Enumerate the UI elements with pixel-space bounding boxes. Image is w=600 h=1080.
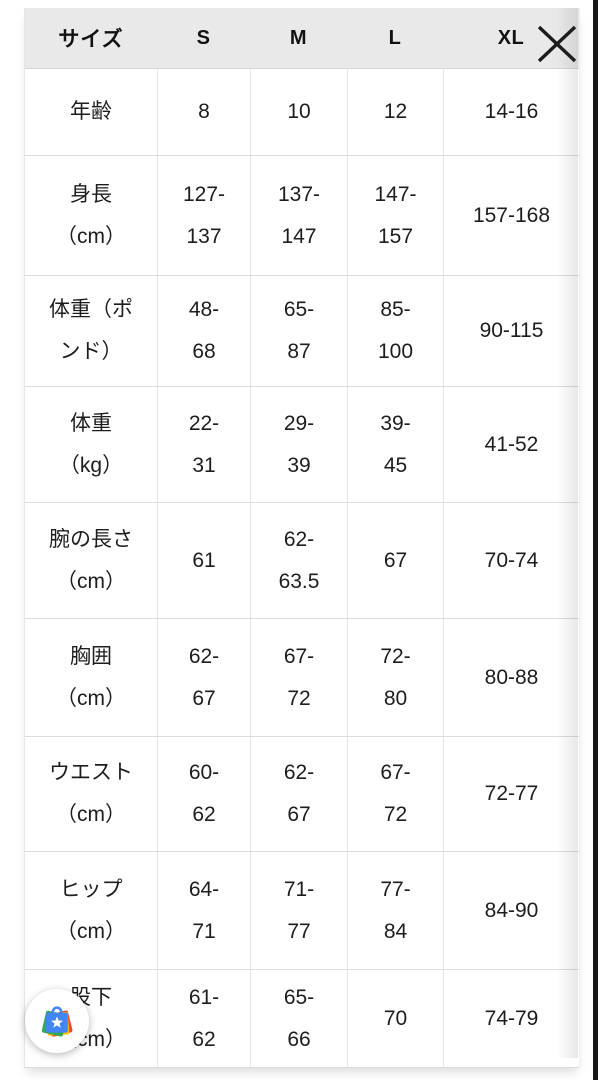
value-cell: 65- 87 bbox=[250, 276, 347, 386]
value-cell: 65- 66 bbox=[250, 970, 347, 1067]
header-cell-m: M bbox=[289, 26, 308, 49]
screen-edge-overlay bbox=[593, 0, 598, 1080]
value-cell: 137- 147 bbox=[250, 156, 347, 275]
value-cell: 62- 63.5 bbox=[250, 503, 347, 618]
table-row: 胸囲 （cm） 62- 67 67- 72 72- 80 80-88 bbox=[25, 619, 579, 737]
value-cell: 41-52 bbox=[443, 387, 579, 502]
value-cell: 70-74 bbox=[443, 503, 579, 618]
header-cell-xl: XL bbox=[497, 26, 525, 49]
value-cell: 90-115 bbox=[443, 276, 579, 386]
row-label: 年齢 bbox=[70, 100, 112, 123]
value-cell: 62- 67 bbox=[157, 619, 250, 736]
value-cell: 62- 67 bbox=[250, 737, 347, 851]
value-cell: 147- 157 bbox=[347, 156, 443, 275]
value-cell: 10 bbox=[250, 69, 347, 155]
bag-star bbox=[51, 1016, 63, 1028]
play-store-bag-icon bbox=[41, 1006, 73, 1037]
value-cell: 84-90 bbox=[443, 852, 579, 969]
value-cell: 157-168 bbox=[443, 156, 579, 275]
value-cell: 77- 84 bbox=[347, 852, 443, 969]
value-cell: 67- 72 bbox=[347, 737, 443, 851]
row-label: 体重（ポ ンド） bbox=[49, 298, 133, 363]
value-cell: 71- 77 bbox=[250, 852, 347, 969]
table-row: ヒップ （cm） 64- 71 71- 77 77- 84 84-90 bbox=[25, 852, 579, 970]
row-label: ウエスト （cm） bbox=[49, 761, 133, 826]
value-cell: 22- 31 bbox=[157, 387, 250, 502]
row-label: 胸囲 （cm） bbox=[56, 644, 126, 710]
table-row: 体重（ポ ンド） 48- 68 65- 87 85- 100 90-115 bbox=[25, 276, 579, 387]
value-cell: 61- 62 bbox=[157, 970, 250, 1067]
table-row: 身長 （cm） 127- 137 137- 147 147- 157 157-168 bbox=[25, 156, 579, 276]
table-row: ウエスト （cm） 60- 62 62- 67 67- 72 72-77 bbox=[25, 737, 579, 852]
value-cell: 60- 62 bbox=[157, 737, 250, 851]
size-table-header: サイズ S M L XL bbox=[25, 8, 579, 69]
header-cell-size: サイズ bbox=[58, 28, 124, 51]
value-cell: 74-79 bbox=[443, 970, 579, 1067]
row-label: 腕の長さ （cm） bbox=[49, 527, 133, 593]
header-cell-l: L bbox=[388, 26, 402, 49]
close-stroke-2 bbox=[537, 25, 577, 63]
size-table[interactable]: サイズ S M L XL 年齢 8 10 12 14-16 身長 （cm） 127- 137 137-… bbox=[24, 8, 580, 1068]
value-cell: 64- 71 bbox=[157, 852, 250, 969]
value-cell: 14-16 bbox=[443, 69, 579, 155]
value-cell: 85- 100 bbox=[347, 276, 443, 386]
value-cell: 67 bbox=[347, 503, 443, 618]
row-label: 体重 （kg） bbox=[58, 411, 124, 477]
table-row: 腕の長さ （cm） 61 62- 63.5 67 70-74 bbox=[25, 503, 579, 619]
row-label: 身長 （cm） bbox=[56, 182, 126, 248]
play-store-shortcut-button[interactable] bbox=[25, 989, 89, 1053]
bag-handle bbox=[51, 1006, 63, 1015]
value-cell: 70 bbox=[347, 970, 443, 1067]
row-label: ヒップ （cm） bbox=[56, 877, 126, 943]
value-cell: 39- 45 bbox=[347, 387, 443, 502]
close-icon[interactable] bbox=[534, 23, 580, 65]
value-cell: 72-77 bbox=[443, 737, 579, 851]
value-cell: 127- 137 bbox=[157, 156, 250, 275]
value-cell: 72- 80 bbox=[347, 619, 443, 736]
value-cell: 29- 39 bbox=[250, 387, 347, 502]
table-row: 股下 （cm） 61- 62 65- 66 70 74-79 bbox=[25, 970, 579, 1068]
value-cell: 67- 72 bbox=[250, 619, 347, 736]
value-cell: 80-88 bbox=[443, 619, 579, 736]
value-cell: 8 bbox=[157, 69, 250, 155]
value-cell: 61 bbox=[157, 503, 250, 618]
value-cell: 12 bbox=[347, 69, 443, 155]
table-row: 年齢 8 10 12 14-16 bbox=[25, 69, 579, 156]
header-cell-s: S bbox=[196, 26, 211, 49]
size-table-body: 年齢 8 10 12 14-16 身長 （cm） 127- 137 137- 147 147- … bbox=[25, 69, 579, 1068]
value-cell: 48- 68 bbox=[157, 276, 250, 386]
table-row: 体重 （kg） 22- 31 29- 39 39- 45 41-52 bbox=[25, 387, 579, 503]
